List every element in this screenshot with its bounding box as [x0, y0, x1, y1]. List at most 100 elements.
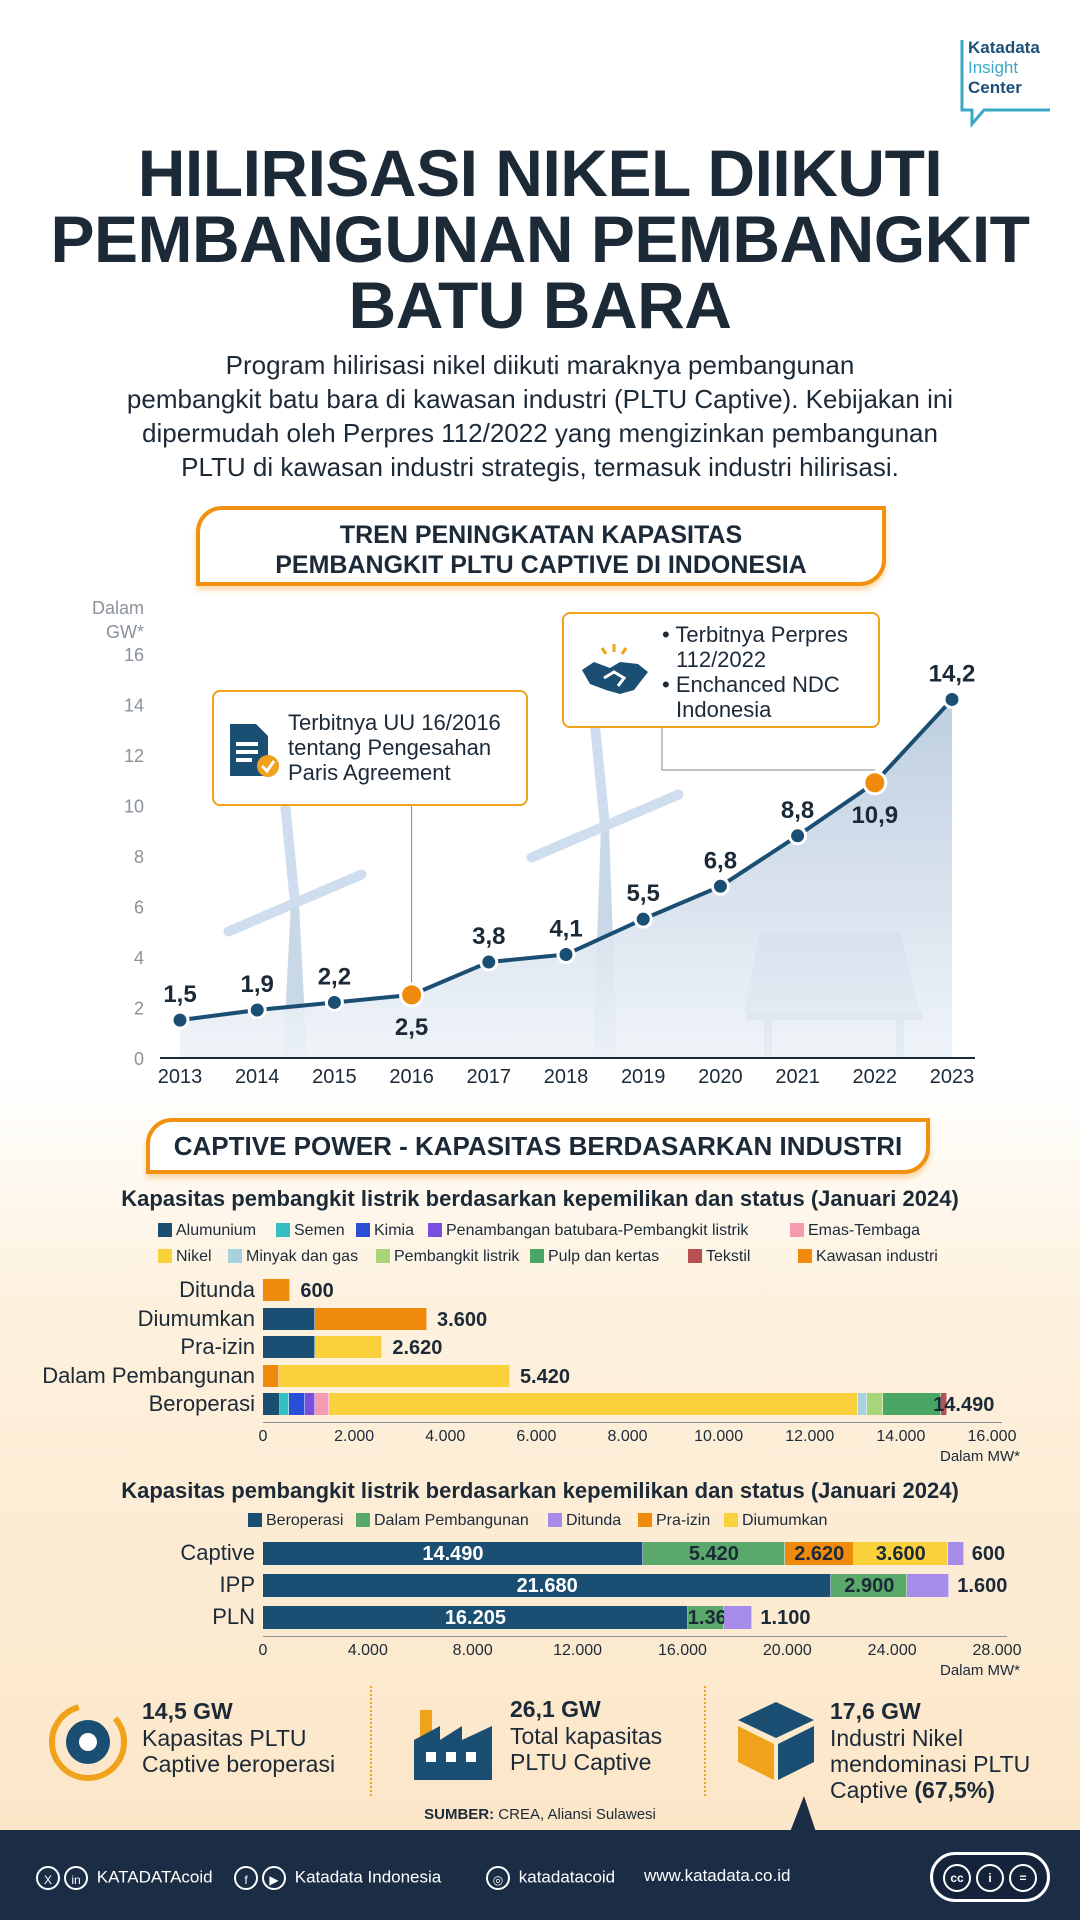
bar-segment: [687, 1606, 724, 1629]
x-tick-label: 2016: [389, 1066, 434, 1088]
segment-label: 2.620: [794, 1543, 845, 1565]
bar-category-label: Beroperasi: [148, 1391, 255, 1416]
legend-item: Minyak dan gas: [228, 1248, 358, 1266]
line-chart: 0 2 4 6 8 10 12 14 16 Dalam GW* 2013 2014 2015 2016 201…: [92, 598, 975, 1088]
data-point: [247, 1000, 267, 1020]
y-tick-label: 4: [134, 948, 144, 968]
youtube-icon: ▶: [262, 1866, 286, 1890]
stat-text: PLTU Captive: [510, 1749, 652, 1775]
segment-label: 1.600: [957, 1575, 1008, 1597]
intro-line: PLTU di kawasan industri strategis, term…: [181, 452, 899, 482]
instagram-icon: ◎: [486, 1866, 510, 1890]
segment-label: 14.490: [422, 1543, 484, 1565]
attribution-icon: i: [976, 1864, 1004, 1892]
stat-value: 14,5 GW: [142, 1698, 233, 1724]
legend-item: Diumumkan: [724, 1512, 827, 1530]
legend-swatch: [638, 1513, 652, 1527]
brand-line2: Insight: [968, 58, 1019, 77]
legend-item: Kawasan industri: [798, 1248, 938, 1266]
legend-swatch: [158, 1223, 172, 1237]
bar-category-label: Ditunda: [179, 1277, 255, 1302]
factory-icon: [414, 1710, 492, 1780]
bar-chart-industry: Ditunda 600 Diumumkan 3.600 Pra-izin 2.620 Dal…: [0, 1270, 1080, 1470]
stat-text: Industri Nikel: [830, 1725, 963, 1751]
intro-line: pembangkit batu bara di kawasan industri…: [126, 384, 954, 414]
legend-label: Diumumkan: [742, 1512, 828, 1529]
legend-label: Dalam Pembangunan: [374, 1512, 529, 1529]
legend-label: Alumunium: [176, 1222, 257, 1239]
bar-segment: [280, 1393, 290, 1415]
x-tick-label: 4.000: [425, 1428, 466, 1445]
x-tick-label: 2022: [853, 1066, 898, 1088]
legend-label: Kimia: [374, 1222, 415, 1239]
stat-text: Captive beroperasi: [142, 1751, 336, 1777]
bar-category-label: Captive: [180, 1540, 255, 1565]
leader-line: [661, 728, 876, 783]
divider: [370, 1686, 372, 1796]
data-label: 1,9: [241, 971, 274, 998]
x-tick-label: 8.000: [607, 1428, 648, 1445]
x-tick-label: 2020: [698, 1066, 743, 1088]
x-tick-label: 2019: [621, 1066, 666, 1088]
chart2-title: Kapasitas pembangkit listrik berdasarkan…: [121, 1478, 959, 1503]
data-point: [862, 770, 888, 796]
x-tick-label: 4.000: [347, 1642, 388, 1659]
divider: [704, 1686, 706, 1796]
social-handle: katadatacoid: [518, 1867, 616, 1887]
x-tick-label: 8.000: [452, 1642, 493, 1659]
social-instagram[interactable]: ◎ katadatacoid: [486, 1866, 615, 1890]
legend-swatch: [376, 1249, 390, 1263]
segment-label: 600: [971, 1543, 1006, 1565]
bar-total-label: 2.620: [392, 1337, 443, 1359]
section-banner-trend: TREN PENINGKATAN KAPASITAS PEMBANGKIT PL…: [196, 506, 886, 586]
legend-item: Dalam Pembangunan: [356, 1512, 529, 1530]
x-tick-label: 12.000: [785, 1428, 835, 1445]
cc-icon: cc: [943, 1864, 971, 1892]
legend-label: Kawasan industri: [816, 1248, 938, 1265]
legend-label: Minyak dan gas: [246, 1248, 359, 1265]
legend-swatch: [798, 1249, 812, 1263]
x-tick-label: 2017: [467, 1066, 512, 1088]
chart1-legend: Alumunium Semen Kimia Penambangan batubara-…: [0, 1222, 1080, 1268]
social-indonesia[interactable]: f ▶ Katadata Indonesia: [234, 1866, 441, 1890]
intro-line: Program hilirisasi nikel diikuti marakny…: [225, 350, 855, 380]
stat-text: Kapasitas PLTU: [142, 1725, 307, 1751]
legend-label: Pembangkit listrik: [394, 1248, 520, 1265]
bar-segment: [263, 1574, 832, 1597]
segment-label: 2.900: [844, 1575, 895, 1597]
title-line: HILIRISASI NIKEL DIIKUTI: [137, 136, 943, 210]
section-banner-captive: CAPTIVE POWER - KAPASITAS BERDASARKAN IN…: [146, 1118, 930, 1174]
legend-label: Penambangan batubara-Pembangkit listrik: [446, 1222, 749, 1239]
data-label: 2,5: [395, 1014, 428, 1041]
banner-line: TREN PENINGKATAN KAPASITAS: [339, 521, 743, 549]
stat-text: Captive (67,5%): [830, 1777, 1050, 1803]
bar-category-label: Diumumkan: [137, 1305, 255, 1331]
y-tick-label: 6: [134, 898, 144, 918]
data-label: 6,8: [704, 847, 737, 874]
gear-icon: [49, 1703, 127, 1781]
bar-chart-status: Captive 14.490 5.420 2.620 3.600 600 IPP 21.680…: [0, 1536, 1080, 1686]
x-tick-label: 16.000: [657, 1642, 707, 1659]
area-fill: [180, 699, 952, 1058]
license-badge: cc i =: [930, 1852, 1050, 1902]
bar-segment: [723, 1606, 753, 1629]
x-tick-label: 0: [258, 1642, 268, 1659]
callout-perpres: • Terbitnya Perpres 112/2022 • Enchanced…: [562, 612, 880, 728]
brand-logo: Katadata Insight Center: [954, 38, 1054, 128]
legend-item: Pra-izin: [638, 1512, 710, 1530]
bar-segment: [853, 1542, 948, 1565]
data-label: 1,5: [163, 981, 196, 1008]
stat-nickel: 17,6 GW Industri Nikel mendominasi PLTU …: [734, 1698, 1030, 1803]
y-axis-label: Dalam: [92, 598, 144, 618]
x-tick-label: 2018: [544, 1066, 589, 1088]
legend-label: Tekstil: [706, 1248, 751, 1265]
title-line: BATU BARA: [348, 268, 732, 342]
legend-item: Emas-Tembaga: [790, 1222, 920, 1240]
callout-line: Terbitnya UU 16/2016: [288, 710, 501, 735]
x-tick-label: 2021: [775, 1066, 820, 1088]
bar-segment: [857, 1393, 867, 1415]
website-link[interactable]: www.katadata.co.id: [644, 1866, 791, 1885]
title-line: PEMBANGUNAN PEMBANGKIT: [50, 202, 1031, 276]
bar-category-label: IPP: [219, 1572, 255, 1597]
